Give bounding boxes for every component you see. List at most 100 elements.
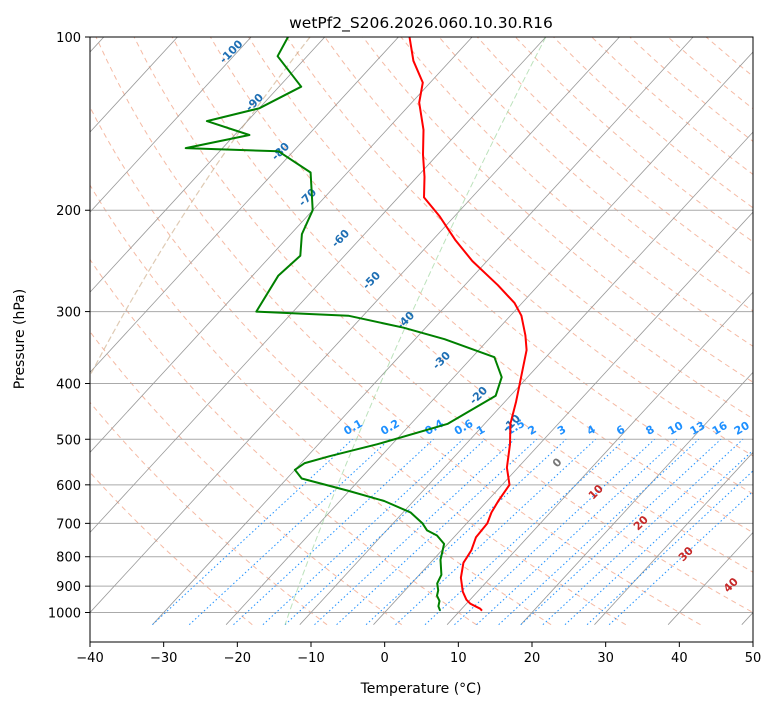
dry-adiabat-line (362, 37, 753, 383)
moist-adiabat-label: -50 (360, 269, 383, 292)
x-axis-label: Temperature (°C) (360, 681, 482, 697)
dry-adiabat-line (515, 37, 753, 243)
plot-area: 0.10.20.40.611.5234681013162025303610203… (90, 37, 774, 626)
dry-adiabat-lines (90, 37, 753, 626)
mixing-ratio-line (284, 438, 486, 626)
dry-adiabat-label: 30 (676, 544, 696, 564)
dry-adiabat-line (324, 37, 753, 420)
y-tick-label: 300 (56, 306, 81, 321)
mixing-ratio-line (233, 438, 434, 626)
dry-adiabat-line (591, 37, 753, 175)
mixing-ratio-label: 3 (555, 423, 568, 438)
x-tick-label: 50 (745, 651, 762, 666)
moist-adiabat-label: -20 (467, 384, 490, 407)
dry-adiabat-line (95, 37, 701, 626)
mixing-ratio-label: 8 (644, 423, 657, 438)
isotherm-gridline (446, 291, 753, 625)
mixing-ratio-line (188, 438, 390, 626)
reference-arc (90, 37, 311, 377)
y-tick-label: 800 (56, 551, 81, 566)
profile-series (184, 37, 528, 612)
mixing-ratio-line (365, 438, 567, 626)
isotherm-gridline (299, 131, 753, 625)
mixing-ratio-label: 1 (474, 423, 487, 438)
x-axis-ticks: −40 −30 −20 −10 0 10 20 30 40 50 (76, 642, 761, 666)
y-tick-label: 500 (56, 433, 81, 448)
y-axis-label: Pressure (hPa) (12, 289, 28, 389)
dry-adiabat-line (438, 37, 753, 312)
x-tick-label: −40 (76, 651, 103, 666)
mixing-ratio-label: 0.1 (342, 417, 365, 438)
y-tick-label: 100 (56, 31, 81, 46)
moist-adiabat-label: -70 (296, 186, 319, 209)
dry-adiabat-line (90, 106, 627, 626)
isotherm-gridline (90, 37, 473, 453)
x-tick-label: −10 (297, 651, 324, 666)
dry-adiabat-line (171, 37, 753, 573)
dry-adiabat-line (90, 184, 552, 626)
isotherm-gridline (741, 611, 753, 625)
mixing-ratio-label: 25 (754, 419, 774, 438)
x-tick-label: 0 (381, 651, 389, 666)
isotherm-gridline (90, 37, 179, 133)
x-tick-label: −30 (150, 651, 177, 666)
mixing-ratio-label: 4 (585, 423, 598, 438)
chart-title: wetPf2_S206.2026.060.10.30.R16 (289, 14, 553, 33)
isotherm-gridline (90, 37, 252, 213)
dry-adiabat-line (90, 330, 402, 626)
isotherm-gridline (225, 51, 753, 625)
mixing-ratio-line (476, 438, 677, 626)
dry-adiabat-line (90, 401, 328, 626)
y-axis-ticks: 100 200 300 400 500 600 700 800 900 1000 (48, 31, 90, 622)
mixing-ratio-line (520, 438, 722, 626)
y-tick-label: 900 (56, 580, 81, 595)
mixing-ratio-line (314, 438, 515, 626)
mixing-ratio-line (564, 449, 753, 626)
dry-adiabat-line (286, 37, 753, 457)
isotherm-gridline (373, 211, 753, 625)
x-tick-label: −20 (224, 651, 251, 666)
x-tick-label: 20 (524, 651, 541, 666)
mixing-ratio-line (262, 438, 464, 626)
dry-adiabat-line (705, 37, 753, 77)
moist-adiabat-label: -100 (217, 37, 246, 66)
x-tick-label: 10 (450, 651, 467, 666)
mixing-ratio-line (498, 438, 700, 626)
dry-adiabat-line (90, 471, 253, 626)
mixing-ratio-label: 2 (526, 423, 539, 438)
mixing-ratio-label: 20 (732, 419, 752, 438)
mixing-ratio-line (395, 438, 596, 626)
isotherm-gridline (520, 371, 753, 625)
mixing-ratio-line (424, 438, 626, 626)
mixing-ratio-label: 10 (666, 419, 686, 438)
mixing-ratio-label: 13 (688, 419, 708, 438)
moist-adiabat-label: -60 (329, 227, 352, 250)
dry-adiabat-line (209, 37, 753, 534)
reference-arc (284, 37, 547, 625)
x-tick-label: 30 (597, 651, 614, 666)
dry-adiabat-line (133, 37, 753, 614)
mixing-ratio-line (608, 490, 753, 626)
mixing-ratio-line (454, 438, 655, 626)
mixing-ratio-line (542, 438, 744, 626)
skewed-isotherm-gridlines (90, 37, 753, 625)
mixing-ratio-line (336, 438, 538, 626)
mixing-ratio-line (586, 470, 753, 626)
dry-adiabat-label: 40 (721, 575, 741, 595)
isotherm-gridline (90, 37, 547, 534)
plot-frame (89, 36, 754, 643)
isotherm-gridline (90, 37, 400, 373)
y-tick-label: 400 (56, 377, 81, 392)
mixing-ratio-label: 0.2 (378, 417, 401, 438)
mixing-ratio-label: 16 (710, 419, 730, 438)
reference-line-labels: 0.10.20.40.611.5234681013162025303610203… (217, 37, 774, 595)
moist-adiabat-label: 0 (550, 455, 565, 470)
dry-adiabat-line (90, 258, 477, 626)
isotherm-gridline (90, 37, 621, 614)
dry-adiabat-label: 20 (631, 513, 651, 533)
x-tick-label: 40 (671, 651, 688, 666)
y-tick-label: 200 (56, 204, 81, 219)
dry-adiabat-line (248, 37, 753, 495)
y-tick-label: 700 (56, 517, 81, 532)
